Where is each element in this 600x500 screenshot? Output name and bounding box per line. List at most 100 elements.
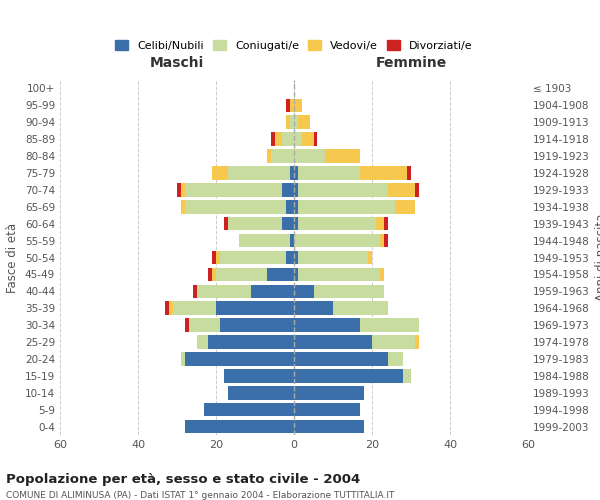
Bar bbox=[360, 318, 419, 332]
Bar bbox=[298, 183, 388, 196]
Bar bbox=[298, 268, 380, 281]
Bar bbox=[376, 217, 384, 230]
Bar bbox=[298, 250, 368, 264]
Bar bbox=[251, 284, 294, 298]
Bar bbox=[185, 420, 294, 434]
Bar bbox=[181, 200, 185, 213]
Bar bbox=[294, 217, 298, 230]
Bar bbox=[271, 150, 294, 163]
Bar bbox=[197, 284, 251, 298]
Bar bbox=[294, 183, 298, 196]
Bar bbox=[239, 234, 290, 247]
Bar bbox=[216, 250, 220, 264]
Bar bbox=[228, 386, 294, 400]
Bar bbox=[294, 318, 360, 332]
Bar bbox=[290, 116, 294, 129]
Bar bbox=[193, 284, 197, 298]
Bar bbox=[212, 250, 216, 264]
Bar bbox=[283, 132, 294, 146]
Bar bbox=[181, 183, 185, 196]
Bar bbox=[197, 336, 208, 349]
Bar bbox=[388, 352, 403, 366]
Bar bbox=[380, 234, 384, 247]
Y-axis label: Fasce di età: Fasce di età bbox=[7, 222, 19, 292]
Bar bbox=[169, 302, 173, 315]
Bar bbox=[177, 183, 181, 196]
Bar bbox=[286, 250, 294, 264]
Bar bbox=[294, 132, 302, 146]
Bar bbox=[286, 98, 290, 112]
Bar bbox=[220, 318, 294, 332]
Bar bbox=[290, 234, 294, 247]
Text: Popolazione per età, sesso e stato civile - 2004: Popolazione per età, sesso e stato civil… bbox=[6, 472, 360, 486]
Text: Femmine: Femmine bbox=[376, 56, 446, 70]
Bar bbox=[294, 268, 298, 281]
Bar bbox=[181, 352, 185, 366]
Bar bbox=[294, 352, 388, 366]
Bar bbox=[360, 166, 407, 179]
Bar bbox=[216, 268, 266, 281]
Bar bbox=[294, 336, 372, 349]
Bar bbox=[212, 268, 216, 281]
Bar bbox=[185, 318, 188, 332]
Bar bbox=[224, 369, 294, 382]
Bar bbox=[189, 318, 220, 332]
Bar bbox=[415, 183, 419, 196]
Bar bbox=[275, 132, 283, 146]
Bar bbox=[228, 217, 283, 230]
Bar bbox=[384, 234, 388, 247]
Bar bbox=[314, 132, 317, 146]
Bar bbox=[185, 352, 294, 366]
Bar bbox=[407, 166, 411, 179]
Bar bbox=[395, 200, 415, 213]
Bar bbox=[294, 403, 360, 416]
Bar bbox=[294, 98, 302, 112]
Bar bbox=[294, 166, 298, 179]
Bar bbox=[294, 369, 403, 382]
Bar bbox=[298, 116, 310, 129]
Bar bbox=[294, 200, 298, 213]
Bar bbox=[224, 217, 228, 230]
Bar bbox=[314, 284, 384, 298]
Legend: Celibi/Nubili, Coniugati/e, Vedovi/e, Divorziati/e: Celibi/Nubili, Coniugati/e, Vedovi/e, Di… bbox=[111, 36, 477, 56]
Bar bbox=[267, 150, 271, 163]
Bar bbox=[368, 250, 372, 264]
Bar bbox=[298, 217, 376, 230]
Bar bbox=[283, 217, 294, 230]
Bar bbox=[173, 302, 216, 315]
Bar bbox=[294, 234, 380, 247]
Bar bbox=[185, 183, 283, 196]
Bar bbox=[212, 166, 228, 179]
Bar bbox=[298, 200, 395, 213]
Bar bbox=[294, 116, 298, 129]
Bar bbox=[220, 250, 286, 264]
Bar bbox=[216, 302, 294, 315]
Bar bbox=[228, 166, 290, 179]
Bar bbox=[290, 98, 294, 112]
Bar bbox=[165, 302, 169, 315]
Bar bbox=[294, 250, 298, 264]
Bar bbox=[294, 284, 314, 298]
Bar bbox=[372, 336, 415, 349]
Bar bbox=[208, 268, 212, 281]
Bar bbox=[298, 166, 360, 179]
Text: Maschi: Maschi bbox=[150, 56, 204, 70]
Bar bbox=[325, 150, 360, 163]
Bar bbox=[294, 150, 325, 163]
Text: COMUNE DI ALIMINUSA (PA) - Dati ISTAT 1° gennaio 2004 - Elaborazione TUTTITALIA.: COMUNE DI ALIMINUSA (PA) - Dati ISTAT 1°… bbox=[6, 491, 394, 500]
Bar bbox=[283, 183, 294, 196]
Bar bbox=[294, 386, 364, 400]
Bar bbox=[266, 268, 294, 281]
Bar bbox=[294, 420, 364, 434]
Bar bbox=[333, 302, 388, 315]
Bar bbox=[271, 132, 275, 146]
Bar bbox=[204, 403, 294, 416]
Bar bbox=[208, 336, 294, 349]
Bar bbox=[286, 116, 290, 129]
Bar bbox=[286, 200, 294, 213]
Bar bbox=[384, 217, 388, 230]
Bar bbox=[185, 200, 286, 213]
Bar bbox=[380, 268, 384, 281]
Bar bbox=[415, 336, 419, 349]
Y-axis label: Anni di nascita: Anni di nascita bbox=[595, 214, 600, 301]
